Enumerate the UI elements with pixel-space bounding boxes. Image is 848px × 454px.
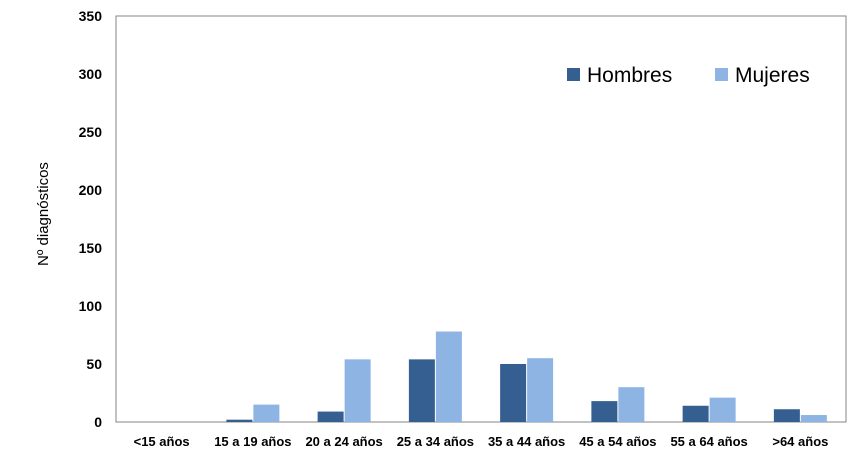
x-tick-label: >64 años <box>772 434 828 449</box>
bar-mujeres-3 <box>435 331 462 422</box>
x-axis-ticks: <15 años 15 a 19 años 20 a 24 años 25 a 34 … <box>134 434 829 449</box>
bars-group <box>226 331 827 422</box>
x-tick-label: 45 a 54 años <box>579 434 656 449</box>
bar-mujeres-5 <box>618 387 645 422</box>
x-tick-label: 25 a 34 años <box>397 434 474 449</box>
bar-hombres-7 <box>773 409 800 422</box>
y-tick-label: 350 <box>79 8 103 24</box>
x-tick-label: 35 a 44 años <box>488 434 565 449</box>
y-axis-label: Nº diagnósticos <box>35 162 52 266</box>
bar-hombres-1 <box>226 419 253 422</box>
bar-hombres-3 <box>408 359 435 422</box>
plot-area-frame <box>115 15 847 423</box>
bar-mujeres-1 <box>253 404 280 422</box>
bar-mujeres-7 <box>800 415 827 422</box>
y-tick-label: 150 <box>79 240 103 256</box>
bar-mujeres-4 <box>527 358 554 422</box>
x-tick-label: 20 a 24 años <box>305 434 382 449</box>
bar-hombres-4 <box>500 364 527 422</box>
bar-hombres-5 <box>591 401 618 422</box>
bar-hombres-6 <box>682 405 709 422</box>
y-tick-label: 100 <box>79 298 103 314</box>
y-tick-label: 300 <box>79 66 103 82</box>
y-tick-label: 50 <box>86 356 102 372</box>
legend-label-hombres: Hombres <box>587 64 672 87</box>
y-tick-label: 200 <box>79 182 103 198</box>
x-tick-label: 55 a 64 años <box>670 434 747 449</box>
bar-mujeres-6 <box>709 397 736 422</box>
y-tick-label: 0 <box>94 414 102 430</box>
legend: Hombres Mujeres <box>567 64 810 87</box>
x-tick-label: <15 años <box>134 434 190 449</box>
legend-swatch-hombres <box>567 68 580 81</box>
legend-label-mujeres: Mujeres <box>735 64 810 87</box>
legend-swatch-mujeres <box>715 68 728 81</box>
bar-mujeres-2 <box>344 359 371 422</box>
y-axis-ticks: 0 50 100 150 200 250 300 350 <box>79 8 103 430</box>
x-tick-label: 15 a 19 años <box>214 434 291 449</box>
bar-hombres-2 <box>317 411 344 422</box>
y-tick-label: 250 <box>79 124 103 140</box>
